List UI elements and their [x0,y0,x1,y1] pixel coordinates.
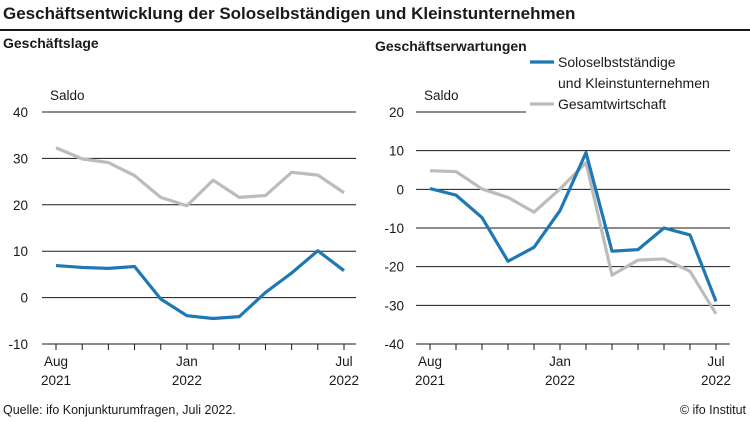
left-ylabel-backdrop [46,85,98,105]
left-series-line-gesamt [55,146,345,208]
left-y-tick-label: 10 [13,244,28,259]
left-x-tick-label-year: 2021 [41,373,71,388]
right-y-tick-label: 10 [389,144,404,159]
legend-label: Soloselbstständige [558,54,676,70]
right-y-axis-label: Saldo [424,88,459,103]
left-y-tick-label: 30 [13,151,28,166]
right-x-tick-label-month: Aug [418,354,442,369]
right-series-line-solo [429,151,718,303]
right-y-tick-label: -30 [384,298,404,313]
right-x-tick-label-year: 2021 [415,373,445,388]
copyright-note: © ifo Institut [679,403,746,417]
left-series-line-solo [55,249,345,321]
right-ylabel-backdrop [420,85,472,105]
right-y-tick-label: -20 [384,260,404,275]
legend-label-line2: und Kleinstunternehmen [558,75,710,91]
left-x-tick-label-month: Jan [176,354,198,369]
left-y-tick-label: 40 [13,105,28,120]
right-chart-title: Geschäftserwartungen [375,38,527,54]
right-series-line-gesamt [429,161,718,315]
right-x-tick-label-month: Jul [707,354,724,369]
right-x-tick-label-year: 2022 [545,373,575,388]
main-title: Geschäftsentwicklung der Soloselbständig… [3,4,576,23]
right-y-tick-label: 0 [396,182,404,197]
left-y-axis-label: Saldo [50,88,85,103]
right-x-tick-label-month: Jan [549,354,571,369]
legend-label: Gesamtwirtschaft [558,96,666,112]
left-y-tick-label: -10 [8,337,28,352]
right-y-tick-label: -40 [384,337,404,352]
left-y-tick-label: 20 [13,198,28,213]
right-y-tick-label: 20 [389,105,404,120]
left-x-tick-label-year: 2022 [172,373,202,388]
title-rule [0,29,750,31]
right-x-tick-label-year: 2022 [701,373,731,388]
left-x-tick-label-month: Jul [335,354,352,369]
left-x-tick-label-month: Aug [44,354,68,369]
legend-backdrop [526,48,746,114]
right-y-tick-label: -10 [384,221,404,236]
left-x-tick-label-year: 2022 [329,373,359,388]
source-note: Quelle: ifo Konjunkturumfragen, Juli 202… [3,403,236,417]
left-chart-title: Geschäftslage [3,35,99,51]
left-y-tick-label: 0 [20,291,28,306]
